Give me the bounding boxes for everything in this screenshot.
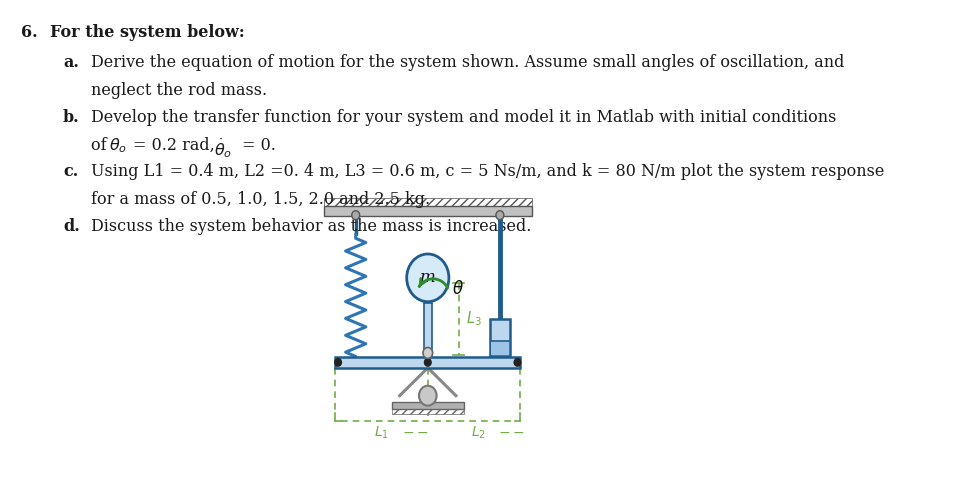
Bar [324, 206, 531, 216]
Bar [392, 402, 464, 409]
Bar [491, 341, 509, 355]
Text: $L_1$: $L_1$ [374, 425, 389, 441]
Circle shape [419, 386, 437, 406]
Text: For the system below:: For the system below: [50, 24, 244, 41]
Circle shape [423, 348, 433, 358]
Text: $--$: $--$ [497, 425, 524, 439]
Text: Derive the equation of motion for the system shown. Assume small angles of oscil: Derive the equation of motion for the sy… [91, 54, 844, 71]
Text: 6.: 6. [21, 24, 37, 41]
Text: a.: a. [63, 54, 79, 71]
Text: $L_3$: $L_3$ [466, 310, 483, 328]
Text: Discuss the system behavior as the mass is increased.: Discuss the system behavior as the mass … [91, 218, 531, 235]
Bar [424, 303, 432, 357]
Bar [324, 198, 531, 206]
Text: d.: d. [63, 218, 80, 235]
Circle shape [514, 359, 521, 366]
Bar [392, 409, 464, 414]
Text: Using L1 = 0.4 m, L2 =0. 4 m, L3 = 0.6 m, c = 5 Ns/m, and k = 80 N/m plot the sy: Using L1 = 0.4 m, L2 =0. 4 m, L3 = 0.6 m… [91, 163, 884, 180]
Text: = 0.2 rad,: = 0.2 rad, [133, 137, 215, 154]
Bar [335, 357, 520, 368]
Text: $-- $: $-- $ [402, 425, 428, 439]
Text: c.: c. [63, 163, 78, 180]
Text: neglect the rod mass.: neglect the rod mass. [91, 82, 267, 99]
Text: b.: b. [63, 109, 79, 126]
Circle shape [424, 359, 431, 366]
Text: for a mass of 0.5, 1.0, 1.5, 2.0 and 2.5 kg.: for a mass of 0.5, 1.0, 1.5, 2.0 and 2.5… [91, 191, 430, 208]
Circle shape [352, 211, 360, 219]
Bar [490, 319, 510, 356]
Text: = 0.: = 0. [242, 137, 276, 154]
Text: Develop the transfer function for your system and model it in Matlab with initia: Develop the transfer function for your s… [91, 109, 836, 126]
Text: $\dot{\theta}_o$: $\dot{\theta}_o$ [214, 137, 233, 160]
Text: $L_2$: $L_2$ [471, 425, 486, 441]
Circle shape [496, 211, 504, 219]
Circle shape [406, 254, 448, 302]
Text: $\theta$: $\theta$ [452, 280, 464, 298]
Text: m: m [420, 270, 436, 287]
Text: of: of [91, 137, 111, 154]
Circle shape [335, 359, 341, 366]
Text: $\theta_o$: $\theta_o$ [108, 137, 127, 155]
